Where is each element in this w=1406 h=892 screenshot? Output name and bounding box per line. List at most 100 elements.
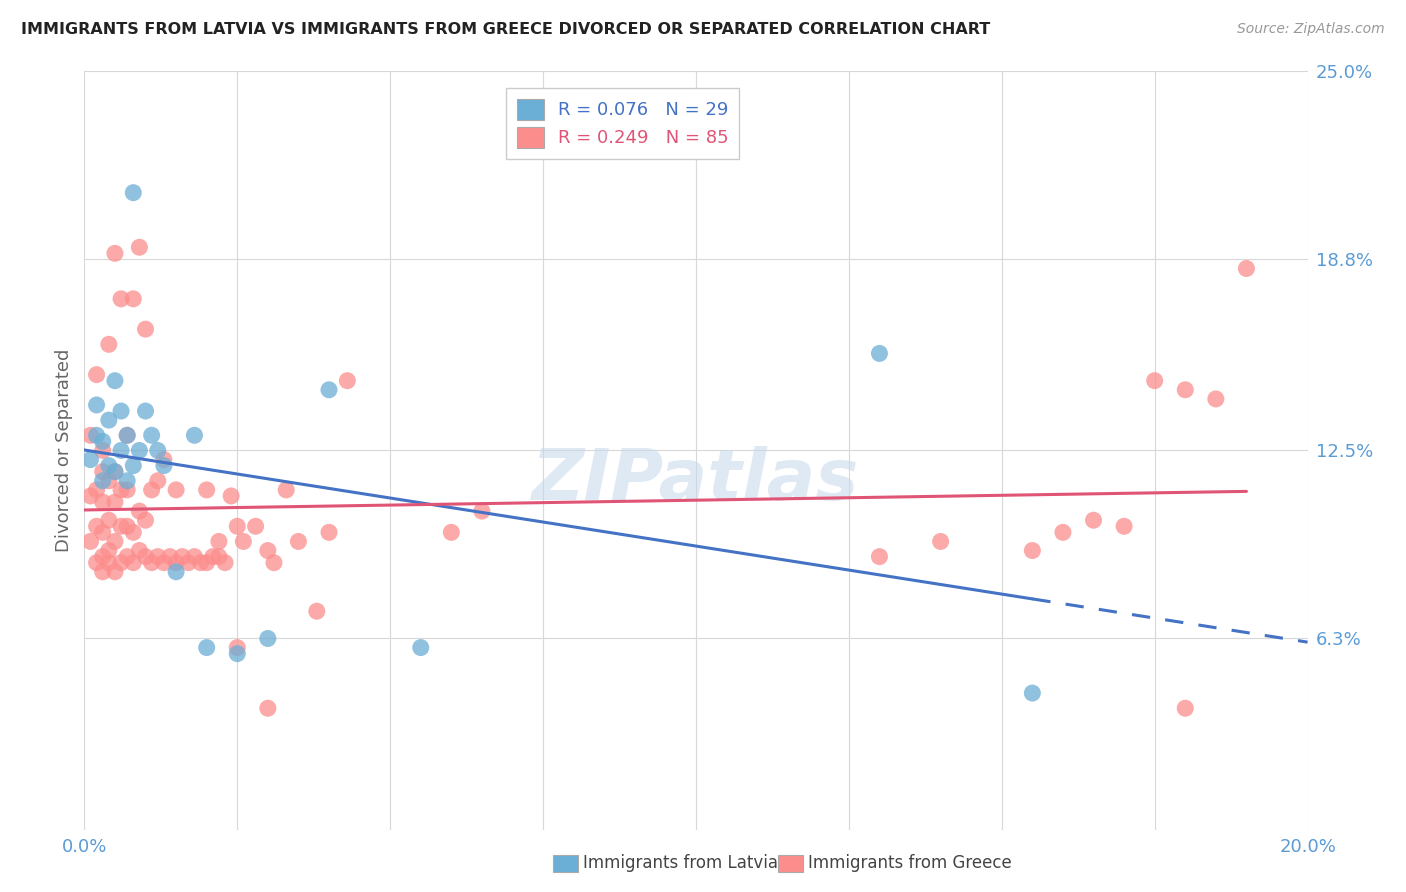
Point [97, 474, 120, 488]
Point [97, 458, 120, 473]
Point [1052, 525, 1074, 540]
Point [153, 452, 176, 467]
Point [79, 428, 101, 442]
Point [257, 632, 280, 646]
Point [190, 556, 212, 570]
Point [128, 443, 150, 458]
Point [110, 483, 132, 497]
Point [195, 640, 218, 655]
Point [104, 465, 127, 479]
Text: Immigrants from Greece: Immigrants from Greece [808, 855, 1012, 872]
Y-axis label: Divorced or Separated: Divorced or Separated [55, 349, 73, 552]
Point [165, 565, 187, 579]
Point [195, 556, 218, 570]
Point [929, 534, 952, 549]
Point [86, 368, 108, 382]
Point [183, 549, 205, 564]
Point [86, 398, 108, 412]
Point [110, 519, 132, 533]
Point [135, 322, 157, 336]
Point [146, 549, 169, 564]
Point [146, 474, 169, 488]
Point [336, 374, 359, 388]
Point [318, 525, 340, 540]
Point [128, 504, 150, 518]
Text: Source: ZipAtlas.com: Source: ZipAtlas.com [1237, 22, 1385, 37]
Point [1174, 383, 1197, 397]
Point [226, 519, 249, 533]
Point [104, 534, 127, 549]
Point [91, 474, 114, 488]
Point [104, 374, 127, 388]
Point [263, 556, 285, 570]
Point [104, 565, 127, 579]
Point [110, 443, 132, 458]
Point [208, 549, 231, 564]
Point [409, 640, 432, 655]
Point [287, 534, 309, 549]
Point [115, 483, 138, 497]
Point [79, 489, 101, 503]
Point [97, 556, 120, 570]
Point [153, 458, 176, 473]
Point [257, 701, 280, 715]
Point [214, 556, 236, 570]
Point [1083, 513, 1105, 527]
Point [128, 543, 150, 558]
Point [869, 549, 891, 564]
Point [122, 186, 145, 200]
Point [318, 383, 340, 397]
Point [135, 404, 157, 418]
Point [91, 443, 114, 458]
Point [86, 428, 108, 442]
Point [141, 428, 163, 442]
Point [177, 556, 200, 570]
Point [86, 556, 108, 570]
Point [153, 556, 176, 570]
Point [1174, 701, 1197, 715]
Point [91, 434, 114, 449]
Point [115, 519, 138, 533]
Point [141, 483, 163, 497]
Point [165, 556, 187, 570]
Point [110, 292, 132, 306]
Point [440, 525, 463, 540]
Point [115, 428, 138, 442]
Point [115, 549, 138, 564]
Point [104, 465, 127, 479]
Point [104, 246, 127, 260]
Point [305, 604, 328, 618]
Point [122, 556, 145, 570]
Text: ZIPatlas: ZIPatlas [533, 446, 859, 516]
Point [91, 525, 114, 540]
Point [122, 292, 145, 306]
Point [135, 513, 157, 527]
Text: Immigrants from Latvia: Immigrants from Latvia [583, 855, 779, 872]
Point [165, 483, 187, 497]
Point [1236, 261, 1258, 276]
Point [257, 543, 280, 558]
Point [135, 549, 157, 564]
Point [122, 458, 145, 473]
Point [97, 513, 120, 527]
Point [86, 519, 108, 533]
Point [110, 404, 132, 418]
Text: IMMIGRANTS FROM LATVIA VS IMMIGRANTS FROM GREECE DIVORCED OR SEPARATED CORRELATI: IMMIGRANTS FROM LATVIA VS IMMIGRANTS FRO… [21, 22, 990, 37]
Point [91, 549, 114, 564]
Point [128, 240, 150, 254]
Point [1114, 519, 1136, 533]
Point [122, 525, 145, 540]
Point [110, 556, 132, 570]
Point [141, 556, 163, 570]
Point [869, 346, 891, 360]
Point [104, 495, 127, 509]
Point [97, 543, 120, 558]
Point [1021, 686, 1043, 700]
Point [79, 452, 101, 467]
Point [146, 443, 169, 458]
Point [1021, 543, 1043, 558]
Point [219, 489, 242, 503]
Point [195, 483, 218, 497]
Point [91, 465, 114, 479]
Point [97, 413, 120, 427]
